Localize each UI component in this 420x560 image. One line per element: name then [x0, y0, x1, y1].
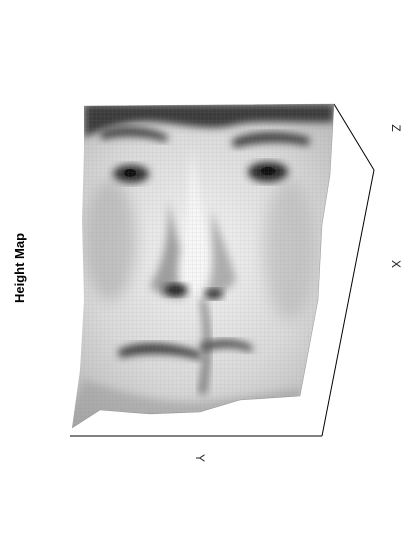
axis-label-y: Y — [193, 454, 207, 462]
surface-mesh — [72, 104, 334, 428]
axis-box — [70, 103, 375, 437]
surface-outline — [71, 103, 335, 429]
axis-label-z: Z — [389, 124, 403, 131]
box-edge-top-right — [333, 103, 375, 171]
box-edge-right — [321, 169, 375, 437]
chart-title: Height Map — [12, 233, 27, 303]
axis-label-x: X — [389, 260, 403, 268]
